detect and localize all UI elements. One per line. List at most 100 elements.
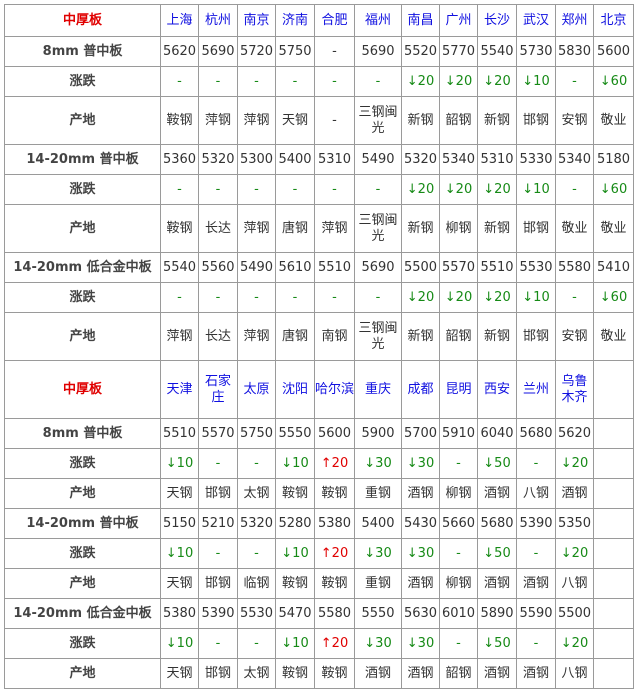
city-header: 福州 xyxy=(354,4,402,37)
price-cell: 5470 xyxy=(275,598,315,629)
origin-cell: 三钢闽光 xyxy=(354,312,402,361)
row-label: 产地 xyxy=(4,568,161,599)
price-cell: 5300 xyxy=(237,144,276,175)
change-cell: ↓10 xyxy=(275,628,315,659)
origin-cell: 长达 xyxy=(198,204,238,253)
origin-cell: 酒钢 xyxy=(477,568,517,599)
change-cell: ↑20 xyxy=(314,538,355,569)
origin-cell: 鞍钢 xyxy=(275,568,315,599)
origin-cell: 天钢 xyxy=(160,478,199,509)
change-cell: ↓20 xyxy=(477,174,517,205)
change-cell: ↓20 xyxy=(439,282,478,313)
price-cell: 5600 xyxy=(314,418,355,449)
row-label: 14-20mm 普中板 xyxy=(4,508,161,539)
change-cell: ↓20 xyxy=(401,66,440,97)
origin-cell: 八钢 xyxy=(516,478,556,509)
price-cell: 5400 xyxy=(275,144,315,175)
change-cell: ↓60 xyxy=(593,174,634,205)
row-label: 产地 xyxy=(4,312,161,361)
row-label: 产地 xyxy=(4,478,161,509)
change-cell: - xyxy=(275,282,315,313)
change-cell: ↓60 xyxy=(593,282,634,313)
origin-cell: 南钢 xyxy=(314,312,355,361)
price-cell: 5630 xyxy=(401,598,440,629)
city-header: 广州 xyxy=(439,4,478,37)
price-cell: 5620 xyxy=(160,36,199,67)
origin-cell: 新钢 xyxy=(401,204,440,253)
origin-cell: 韶钢 xyxy=(439,96,478,145)
origin-cell: 柳钢 xyxy=(439,568,478,599)
origin-row: 产地 萍钢 长达 萍钢 唐钢 南钢 三钢闽光 新钢 韶钢 新钢 邯钢 安钢 敬业 xyxy=(4,312,634,361)
price-cell xyxy=(593,418,634,449)
change-cell: ↓50 xyxy=(477,448,517,479)
change-cell: - xyxy=(160,66,199,97)
row-label: 产地 xyxy=(4,96,161,145)
price-cell: 5690 xyxy=(354,252,402,283)
change-cell: - xyxy=(516,448,556,479)
origin-cell: 八钢 xyxy=(555,658,594,689)
city-header: 重庆 xyxy=(354,360,402,419)
price-cell: - xyxy=(314,36,355,67)
price-cell: 5540 xyxy=(160,252,199,283)
price-cell: 5180 xyxy=(593,144,634,175)
price-row: 14-20mm 普中板 5360 5320 5300 5400 5310 5490 5320 5… xyxy=(4,144,634,175)
price-cell: 5400 xyxy=(354,508,402,539)
price-cell: 5390 xyxy=(198,598,238,629)
city-header: 南昌 xyxy=(401,4,440,37)
change-cell: - xyxy=(354,174,402,205)
origin-cell: 太钢 xyxy=(237,658,276,689)
origin-cell: 三钢闽光 xyxy=(354,96,402,145)
price-cell: 5510 xyxy=(477,252,517,283)
origin-row: 产地 天钢 邯钢 太钢 鞍钢 鞍钢 酒钢 酒钢 韶钢 酒钢 酒钢 八钢 xyxy=(4,658,634,689)
change-cell: - xyxy=(198,282,238,313)
change-cell xyxy=(593,448,634,479)
change-cell: ↓10 xyxy=(275,448,315,479)
origin-cell: 萍钢 xyxy=(237,96,276,145)
change-row: 涨跌 - - - - - - ↓20 ↓20 ↓20 ↓10- ↓60 xyxy=(4,282,634,313)
row-label: 涨跌 xyxy=(4,66,161,97)
price-cell: 5530 xyxy=(237,598,276,629)
price-cell: 5530 xyxy=(516,252,556,283)
price-cell: 5580 xyxy=(555,252,594,283)
change-cell: - xyxy=(198,174,238,205)
price-cell: 5660 xyxy=(439,508,478,539)
origin-cell: 邯钢 xyxy=(198,568,238,599)
change-cell: ↓30 xyxy=(401,538,440,569)
price-row: 14-20mm 普中板 5150 5210 5320 5280 5380 5400 5430 5… xyxy=(4,508,634,539)
change-cell: - xyxy=(198,448,238,479)
change-cell: ↓30 xyxy=(354,448,402,479)
origin-cell: 天钢 xyxy=(160,658,199,689)
change-cell: ↓10 xyxy=(516,282,556,313)
price-cell: 5910 xyxy=(439,418,478,449)
city-header: 西安 xyxy=(477,360,517,419)
price-cell: 5770 xyxy=(439,36,478,67)
price-cell: 5570 xyxy=(439,252,478,283)
change-row: 涨跌 ↓10- - ↓10 ↑20 ↓30 ↓30- ↓50- ↓20 xyxy=(4,628,634,659)
origin-cell: 韶钢 xyxy=(439,658,478,689)
section-header-row: 中厚板 天津 石家庄 太原 沈阳 哈尔滨 重庆 成都 昆明 西安 兰州 乌鲁木齐 xyxy=(4,360,634,419)
change-cell: - xyxy=(439,448,478,479)
price-cell: 5340 xyxy=(555,144,594,175)
origin-row: 产地 鞍钢 萍钢 萍钢 天钢 - 三钢闽光 新钢 韶钢 新钢 邯钢 安钢 敬业 xyxy=(4,96,634,145)
origin-cell: 重钢 xyxy=(354,478,402,509)
change-row: 涨跌 - - - - - - ↓20 ↓20 ↓20 ↓10- ↓60 xyxy=(4,174,634,205)
price-cell: 5580 xyxy=(314,598,355,629)
change-row: 涨跌 ↓10- - ↓10 ↑20 ↓30 ↓30- ↓50- ↓20 xyxy=(4,448,634,479)
city-header: 成都 xyxy=(401,360,440,419)
change-cell: ↑20 xyxy=(314,448,355,479)
price-cell: 5570 xyxy=(198,418,238,449)
row-label: 涨跌 xyxy=(4,174,161,205)
origin-cell: 萍钢 xyxy=(314,204,355,253)
origin-cell: 萍钢 xyxy=(198,96,238,145)
city-header: 南京 xyxy=(237,4,276,37)
change-cell: - xyxy=(354,66,402,97)
city-header: 武汉 xyxy=(516,4,556,37)
change-cell: ↓20 xyxy=(477,66,517,97)
origin-cell: 酒钢 xyxy=(401,478,440,509)
price-cell: 5890 xyxy=(477,598,517,629)
price-row: 8mm 普中板 5620 5690 5720 5750-5690 5520 5770 5540… xyxy=(4,36,634,67)
price-cell: 5750 xyxy=(275,36,315,67)
change-cell: ↓60 xyxy=(593,66,634,97)
price-cell: 5380 xyxy=(314,508,355,539)
origin-cell: 八钢 xyxy=(555,568,594,599)
